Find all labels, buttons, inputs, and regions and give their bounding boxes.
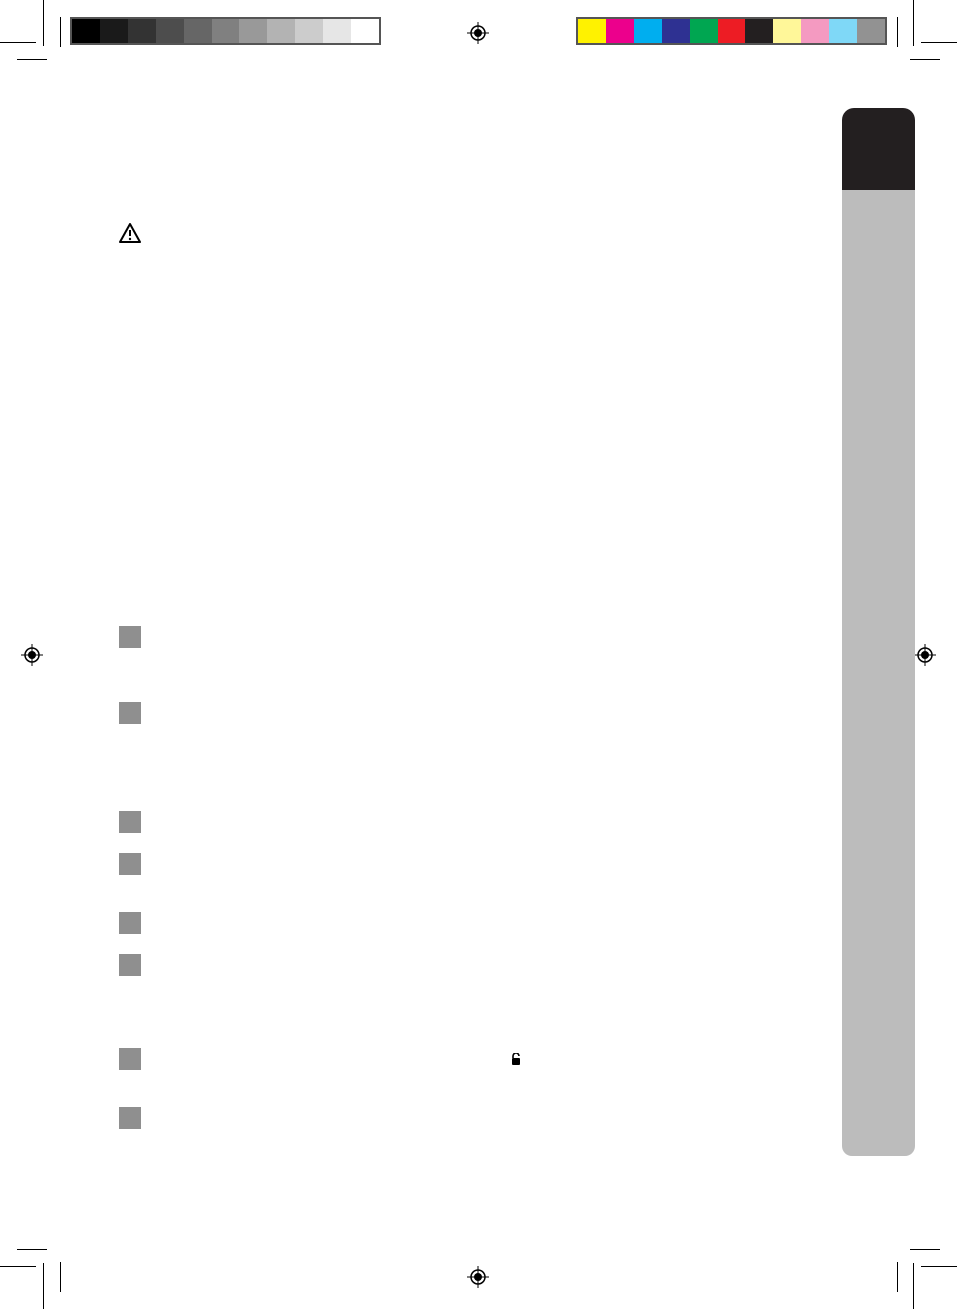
color-swatch: [155, 19, 184, 43]
unlock-icon: [512, 1053, 520, 1065]
crop-mark: [897, 1262, 898, 1292]
crop-mark: [60, 1262, 61, 1292]
crop-mark: [913, 0, 914, 46]
color-swatch: [633, 19, 662, 43]
color-swatch: [857, 19, 885, 43]
color-swatch: [801, 19, 830, 43]
color-swatch: [745, 19, 774, 43]
color-swatch: [99, 19, 128, 43]
crop-mark: [17, 59, 47, 60]
crop-mark: [0, 42, 36, 43]
color-swatch: [323, 19, 352, 43]
step-marker: [119, 702, 141, 724]
color-swatch: [661, 19, 690, 43]
crop-mark: [910, 1249, 940, 1250]
step-marker: [119, 811, 141, 833]
crop-mark: [910, 59, 940, 60]
color-swatch: [689, 19, 718, 43]
color-swatch: [239, 19, 268, 43]
crop-mark: [43, 1263, 44, 1309]
crop-mark: [921, 42, 957, 43]
step-marker: [119, 853, 141, 875]
warning-triangle-icon: [119, 223, 141, 243]
color-swatch: [773, 19, 802, 43]
color-swatch: [717, 19, 746, 43]
crop-mark: [60, 17, 61, 47]
registration-mark-icon: [21, 644, 43, 666]
color-swatch: [72, 19, 100, 43]
color-calibration-bar: [576, 17, 887, 45]
color-swatch: [127, 19, 156, 43]
registration-mark-icon: [914, 644, 936, 666]
side-tab: [842, 190, 915, 1156]
step-marker: [119, 954, 141, 976]
color-swatch: [267, 19, 296, 43]
crop-mark: [897, 17, 898, 47]
color-swatch: [351, 19, 379, 43]
step-marker: [119, 912, 141, 934]
crop-mark: [921, 1266, 957, 1267]
crop-mark: [17, 1249, 47, 1250]
color-swatch: [829, 19, 858, 43]
color-swatch: [211, 19, 240, 43]
color-swatch: [605, 19, 634, 43]
step-marker: [119, 626, 141, 648]
grayscale-calibration-bar: [70, 17, 381, 45]
step-marker: [119, 1048, 141, 1070]
registration-mark-icon: [467, 22, 489, 44]
color-swatch: [578, 19, 606, 43]
crop-mark: [0, 1266, 36, 1267]
color-swatch: [295, 19, 324, 43]
registration-mark-icon: [467, 1266, 489, 1288]
color-swatch: [183, 19, 212, 43]
side-tab-header: [842, 108, 915, 190]
step-marker: [119, 1107, 141, 1129]
crop-mark: [913, 1263, 914, 1309]
crop-mark: [43, 0, 44, 46]
